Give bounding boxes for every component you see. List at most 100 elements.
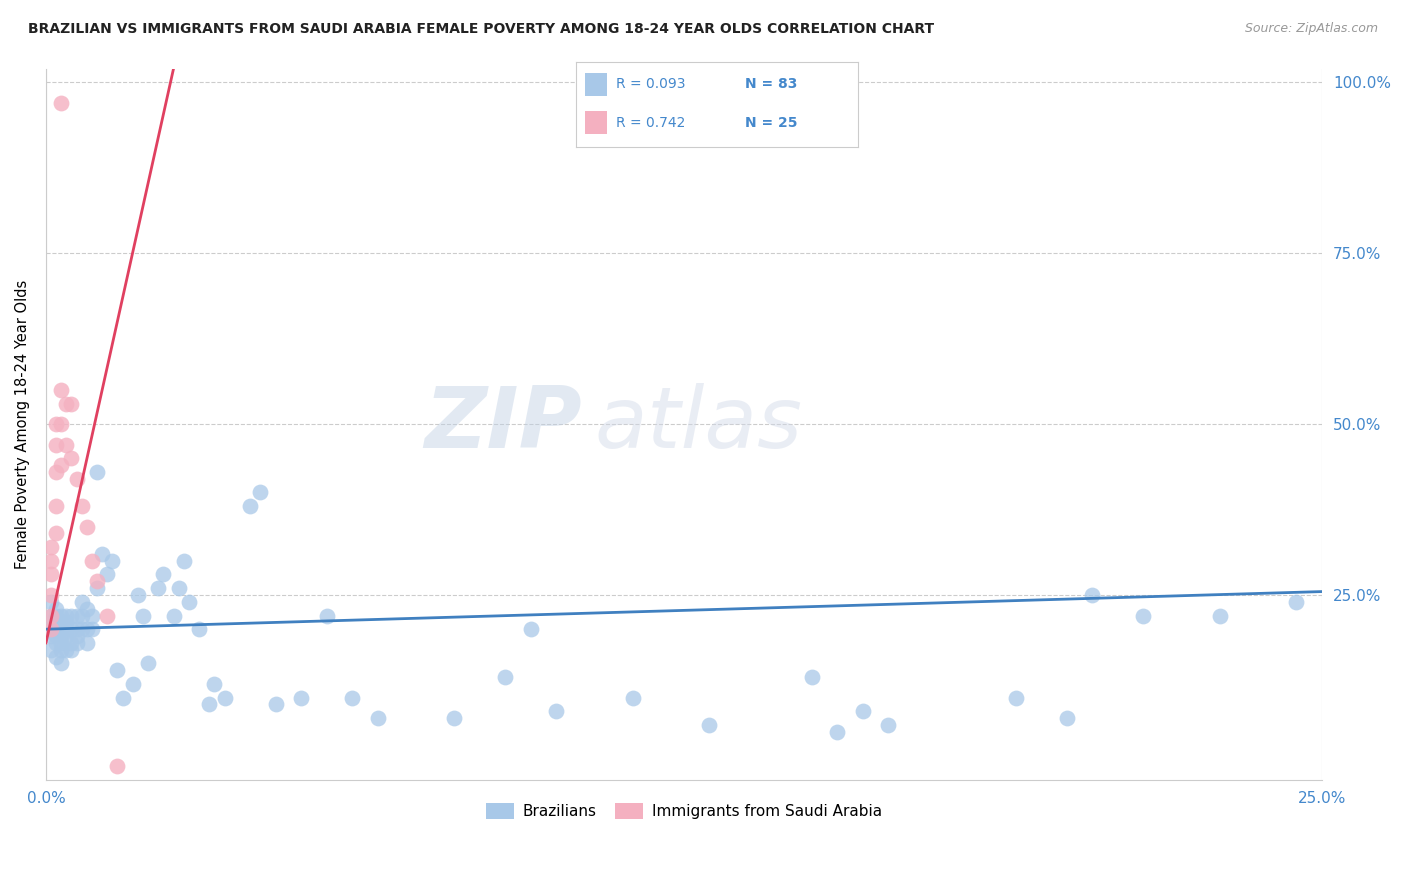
Point	[96, 567, 118, 582]
Point	[136, 657, 159, 671]
Point	[39, 622, 62, 636]
Point	[76, 622, 98, 636]
Point	[198, 698, 221, 712]
Point	[45, 629, 67, 643]
Point	[45, 615, 67, 630]
Text: atlas: atlas	[595, 383, 803, 466]
Point	[167, 581, 190, 595]
Point	[45, 417, 67, 431]
Point	[51, 417, 73, 431]
Text: N = 25: N = 25	[745, 116, 797, 129]
Point	[86, 465, 108, 479]
Point	[65, 622, 87, 636]
Point	[70, 608, 93, 623]
Point	[70, 595, 93, 609]
Point	[60, 622, 83, 636]
Point	[65, 636, 87, 650]
Text: ZIP: ZIP	[425, 383, 582, 466]
Point	[45, 608, 67, 623]
Point	[45, 465, 67, 479]
Point	[1132, 608, 1154, 623]
Legend: Brazilians, Immigrants from Saudi Arabia: Brazilians, Immigrants from Saudi Arabia	[479, 797, 889, 825]
Point	[152, 567, 174, 582]
Point	[91, 547, 114, 561]
Point	[239, 499, 262, 513]
Point	[51, 657, 73, 671]
Point	[86, 581, 108, 595]
Point	[39, 567, 62, 582]
FancyBboxPatch shape	[585, 111, 607, 135]
Point	[107, 759, 129, 773]
Point	[1056, 711, 1078, 725]
Point	[60, 608, 83, 623]
Point	[1081, 588, 1104, 602]
Point	[111, 690, 134, 705]
Point	[214, 690, 236, 705]
Point	[86, 574, 108, 589]
Point	[39, 588, 62, 602]
Point	[45, 526, 67, 541]
Point	[80, 608, 103, 623]
Text: R = 0.093: R = 0.093	[616, 78, 685, 92]
Point	[494, 670, 516, 684]
Point	[55, 642, 77, 657]
Point	[367, 711, 389, 725]
Point	[107, 663, 129, 677]
Point	[621, 690, 644, 705]
Point	[45, 649, 67, 664]
Point	[55, 437, 77, 451]
Point	[173, 554, 195, 568]
Point	[51, 458, 73, 472]
Point	[55, 396, 77, 410]
Point	[877, 718, 900, 732]
FancyBboxPatch shape	[585, 72, 607, 96]
Point	[127, 588, 149, 602]
Point	[51, 608, 73, 623]
Point	[1004, 690, 1026, 705]
Point	[101, 554, 124, 568]
Point	[45, 437, 67, 451]
Point	[51, 636, 73, 650]
Point	[39, 642, 62, 657]
Point	[520, 622, 543, 636]
Point	[45, 601, 67, 615]
Point	[65, 629, 87, 643]
Point	[264, 698, 287, 712]
Point	[39, 622, 62, 636]
Point	[443, 711, 465, 725]
Text: BRAZILIAN VS IMMIGRANTS FROM SAUDI ARABIA FEMALE POVERTY AMONG 18-24 YEAR OLDS C: BRAZILIAN VS IMMIGRANTS FROM SAUDI ARABI…	[28, 22, 934, 37]
Point	[39, 608, 62, 623]
Point	[51, 383, 73, 397]
Point	[132, 608, 155, 623]
Point	[51, 95, 73, 110]
Point	[177, 595, 200, 609]
Point	[55, 608, 77, 623]
Point	[80, 622, 103, 636]
Point	[825, 724, 848, 739]
Point	[188, 622, 211, 636]
Point	[121, 677, 143, 691]
Point	[546, 704, 568, 718]
Point	[55, 615, 77, 630]
Point	[340, 690, 363, 705]
Point	[76, 636, 98, 650]
Point	[39, 608, 62, 623]
Point	[60, 636, 83, 650]
Point	[162, 608, 184, 623]
Point	[60, 451, 83, 466]
Point	[800, 670, 823, 684]
Point	[60, 642, 83, 657]
Point	[39, 540, 62, 554]
Point	[39, 554, 62, 568]
Point	[699, 718, 721, 732]
Point	[39, 629, 62, 643]
Point	[1209, 608, 1232, 623]
Point	[55, 622, 77, 636]
Point	[249, 485, 271, 500]
Point	[45, 622, 67, 636]
Point	[55, 629, 77, 643]
Point	[76, 601, 98, 615]
Point	[45, 499, 67, 513]
Text: N = 83: N = 83	[745, 78, 797, 92]
Point	[1285, 595, 1308, 609]
